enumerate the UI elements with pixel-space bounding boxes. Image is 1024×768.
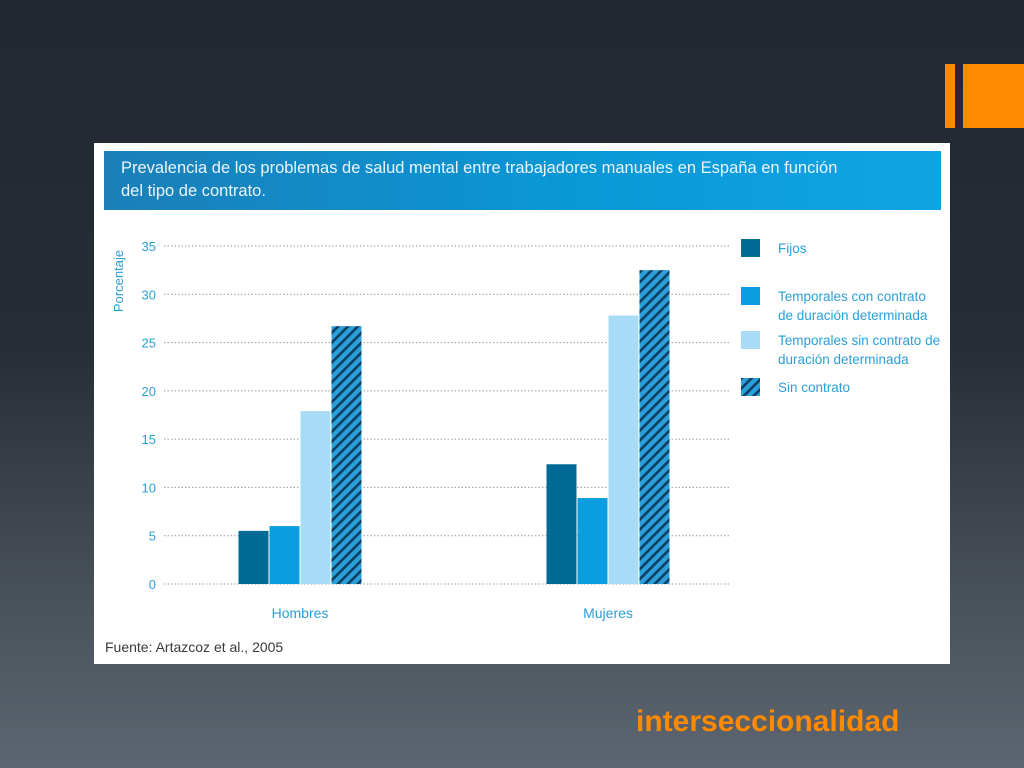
y-tick-label: 10: [142, 480, 156, 495]
y-tick-label: 20: [142, 384, 156, 399]
legend-label: Temporales sin contrato de: [778, 333, 940, 348]
bar: [300, 411, 331, 584]
chart-header: Prevalencia de los problemas de salud me…: [104, 151, 941, 210]
y-tick-label: 25: [142, 336, 156, 351]
bar-chart: 0 5 10 15 20 25 30 35 Porcentaje Hombres Mujeres Fi…: [111, 239, 940, 621]
legend-swatch: [741, 239, 760, 257]
accent-bar-thin: [945, 64, 955, 128]
y-tick-label: 0: [149, 577, 156, 592]
legend-label: Sin contrato: [778, 380, 850, 395]
bar: [639, 270, 670, 584]
legend-swatch: [741, 287, 760, 305]
legend-label: duración determinada: [778, 352, 909, 367]
x-category-label: Mujeres: [583, 605, 633, 621]
accent-bar-thick: [963, 64, 1024, 128]
bar: [577, 498, 608, 584]
bar: [546, 464, 577, 584]
bar: [238, 530, 269, 584]
y-axis-label: Porcentaje: [111, 250, 126, 312]
y-tick-label: 15: [142, 432, 156, 447]
chart-card: Prevalencia de los problemas de salud me…: [94, 143, 950, 664]
chart-title-line-1: Prevalencia de los problemas de salud me…: [121, 159, 838, 177]
legend-label: Fijos: [778, 241, 807, 256]
chart-title-line-2: del tipo de contrato.: [121, 182, 266, 200]
chart-title: Prevalencia de los problemas de salud me…: [121, 157, 921, 203]
chart-source: Fuente: Artazcoz et al., 2005: [105, 639, 284, 655]
legend-label: Temporales con contrato: [778, 289, 926, 304]
y-tick-label: 35: [142, 239, 156, 254]
slide-keyword: interseccionalidad: [636, 705, 900, 738]
bar: [331, 326, 362, 584]
bar: [269, 526, 300, 584]
y-tick-label: 5: [149, 529, 156, 544]
legend-label: de duración determinada: [778, 308, 928, 323]
bar: [608, 315, 639, 584]
legend-swatch: [741, 331, 760, 349]
y-tick-label: 30: [142, 287, 156, 302]
x-category-label: Hombres: [272, 605, 329, 621]
legend-swatch: [741, 378, 760, 396]
